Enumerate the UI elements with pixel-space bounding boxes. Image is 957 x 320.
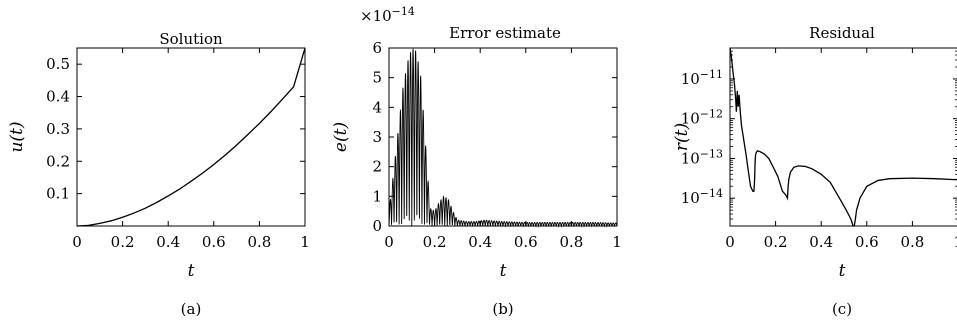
- x-tick-label: 1: [612, 233, 622, 251]
- error-title: Error estimate: [449, 24, 561, 42]
- residual-ticks: 0 0.2 0.4 0.6 0.8 1 10−14 10−13 10−12 10−11: [681, 47, 957, 251]
- y-tick-label: 0.5: [46, 55, 70, 73]
- y-tick-label: 10−12: [681, 108, 723, 128]
- y-tick-label: 3: [372, 128, 382, 146]
- residual-caption: (c): [832, 300, 852, 318]
- error-caption: (b): [492, 300, 513, 318]
- residual-ylabel: r(t): [672, 123, 692, 151]
- x-tick-label: 0.8: [247, 233, 271, 251]
- y-tick-label: 0.2: [46, 152, 70, 170]
- x-tick-label: 0.8: [900, 233, 924, 251]
- y-tick-label: 6: [372, 39, 382, 57]
- error-xlabel: t: [500, 261, 507, 281]
- x-tick-label: 0.4: [809, 233, 833, 251]
- solution-caption: (a): [181, 300, 202, 318]
- solution-curve: [76, 47, 306, 227]
- x-tick-label: 0: [72, 233, 82, 251]
- y-tick-label: 4: [372, 98, 382, 116]
- error-axes-frame: [388, 47, 618, 227]
- y-tick-label: 10−14: [681, 187, 723, 207]
- y-tick-label: 1: [372, 187, 382, 205]
- solution-ticks: 0 0.2 0.4 0.6 0.8 1 0.1 0.2 0.3 0.4 0.5: [46, 48, 310, 251]
- x-tick-label: 0: [725, 233, 735, 251]
- panel-error-estimate: ×10−14 Error estimate e(t) t (b) 0 0.2 0.4…: [331, 5, 622, 318]
- x-tick-label: 0.6: [514, 233, 538, 251]
- y-tick-label: 0: [372, 217, 382, 235]
- x-tick-label: 0.8: [559, 233, 583, 251]
- residual-curve: [729, 47, 957, 227]
- y-tick-label: 0.3: [46, 120, 70, 138]
- solution-xlabel: t: [188, 261, 195, 281]
- panel-residual: Residual r(t) t (c) 0 0.2 0.4 0.6 0.8 1 10−14 1…: [672, 24, 957, 318]
- x-tick-label: 0.2: [764, 233, 788, 251]
- x-tick-label: 1: [300, 233, 310, 251]
- residual-xlabel: t: [839, 261, 846, 281]
- error-curve: [388, 48, 618, 228]
- x-tick-label: 0.4: [156, 233, 180, 251]
- error-multiplier: ×10−14: [360, 5, 415, 25]
- y-tick-label: 10−11: [681, 68, 723, 88]
- x-tick-label: 0.2: [111, 233, 135, 251]
- y-tick-label: 0.1: [46, 185, 70, 203]
- solution-axes-frame: [76, 47, 306, 227]
- y-tick-label: 5: [372, 69, 382, 87]
- panel-solution: Solution u(t) t (a) 0 0.2 0.4 0.6 0.8 1 0.1 0.2…: [7, 30, 310, 318]
- residual-title: Residual: [809, 24, 875, 42]
- residual-ylabel-text: r(t): [672, 123, 692, 151]
- x-tick-label: 0.2: [423, 233, 447, 251]
- y-tick-label: 2: [372, 158, 382, 176]
- x-tick-label: 0: [384, 233, 394, 251]
- x-tick-label: 0.6: [202, 233, 226, 251]
- y-tick-label: 10−13: [681, 147, 723, 167]
- solution-title: Solution: [159, 30, 223, 48]
- y-tick-label: 0.4: [46, 88, 70, 106]
- x-tick-label: 0.4: [468, 233, 492, 251]
- residual-axes-frame: [729, 47, 957, 227]
- error-ylabel: e(t): [331, 122, 351, 152]
- solution-ylabel: u(t): [7, 121, 27, 152]
- x-tick-label: 0.6: [855, 233, 879, 251]
- error-ylabel-text: e(t): [331, 122, 351, 152]
- x-tick-label: 1: [953, 233, 957, 251]
- solution-ylabel-text: u(t): [7, 121, 27, 152]
